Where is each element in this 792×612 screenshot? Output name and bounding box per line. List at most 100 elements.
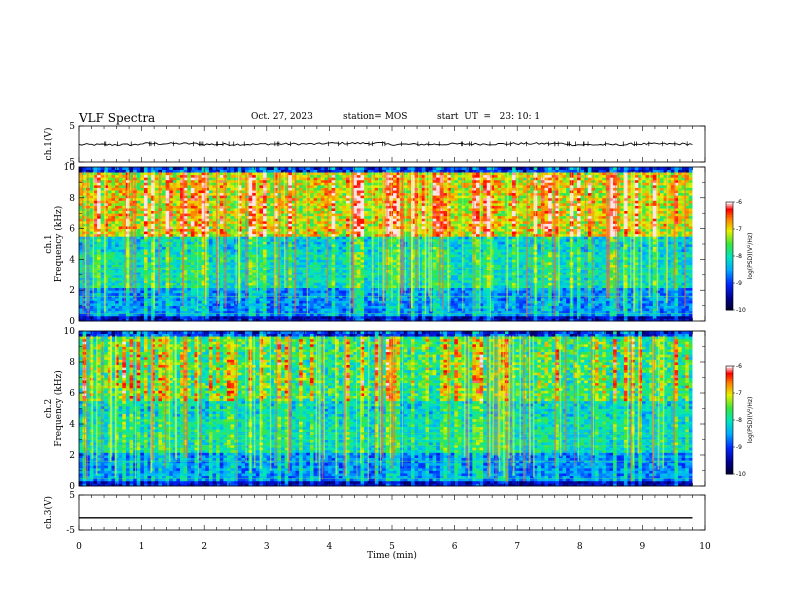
spectrogram-cell <box>360 228 365 232</box>
spectrogram-cell <box>356 274 361 278</box>
spectrogram-cell <box>241 303 246 306</box>
spectrogram-cell <box>226 241 231 245</box>
spectrogram-cell <box>346 177 351 181</box>
spectrogram-cell <box>223 318 228 322</box>
spectrogram-cell <box>328 261 333 265</box>
spectrogram-cell <box>299 246 304 250</box>
spectrogram-cell <box>320 184 325 188</box>
spectrogram-cell <box>353 213 358 217</box>
spectrogram-cell <box>169 246 174 250</box>
spectrogram-cell <box>154 261 159 265</box>
spectrogram-cell <box>259 208 264 212</box>
spectrogram-cell <box>353 282 358 286</box>
spectrogram-cell <box>349 318 354 322</box>
spectrogram-cell <box>143 190 148 194</box>
spectrogram-cell <box>284 249 289 253</box>
spectrogram-cell <box>360 272 365 276</box>
spectrogram-cell <box>118 300 123 304</box>
spectrogram-cell <box>335 208 340 212</box>
spectrogram-cell <box>154 308 159 312</box>
spectrogram-cell <box>205 200 210 204</box>
spectrogram-cell <box>320 274 325 278</box>
spectrogram-cell <box>353 292 358 296</box>
spectrogram-cell <box>194 297 199 301</box>
spectrogram-cell <box>317 313 322 317</box>
spectrogram-cell <box>281 167 286 170</box>
spectrogram-cell <box>89 226 94 229</box>
spectrogram-cell <box>194 174 199 178</box>
spectrogram-cell <box>165 169 170 173</box>
spectrogram-cell <box>270 261 275 265</box>
spectrogram-cell <box>93 261 98 265</box>
spectrogram-cell <box>147 210 152 214</box>
spectrogram-cell <box>255 192 260 196</box>
spectrogram-cell <box>125 295 130 299</box>
spectrogram-cell <box>335 261 340 265</box>
spectrogram-cell <box>364 308 369 312</box>
spectrogram-cell <box>100 174 105 178</box>
spectrogram-cell <box>342 167 347 170</box>
spectrogram-cell <box>317 246 322 250</box>
spectrogram-cell <box>198 282 203 286</box>
spectrogram-cell <box>273 220 278 224</box>
spectrogram-cell <box>190 218 195 222</box>
spectrogram-cell <box>136 295 141 299</box>
spectrogram-cell <box>302 174 307 178</box>
spectrogram-cell <box>176 256 181 260</box>
spectrogram-cell <box>230 259 235 263</box>
spectrogram-cell <box>97 231 102 235</box>
spectrogram-cell <box>288 256 293 260</box>
spectrogram-cell <box>158 259 163 263</box>
spectrogram-cell <box>172 256 177 260</box>
spectrogram-cell <box>205 246 210 250</box>
spectrogram-cell <box>212 244 217 247</box>
spectrogram-cell <box>353 231 358 235</box>
spectrogram-cell <box>208 256 213 260</box>
spectrogram-cell <box>291 210 296 214</box>
spectrogram-cell <box>295 200 300 204</box>
spectrogram-cell <box>281 297 286 301</box>
spectrogram-cell <box>169 182 174 186</box>
spectrogram-cell <box>212 251 217 255</box>
spectrogram-cell <box>360 195 365 199</box>
spectrogram-cell <box>219 172 224 176</box>
spectrogram-cell <box>367 285 372 289</box>
spectrogram-cell <box>328 272 333 276</box>
spectrogram-cell <box>198 292 203 296</box>
spectrogram-cell <box>151 287 156 291</box>
spectrogram-cell <box>324 249 329 253</box>
spectrogram-cell <box>143 277 148 281</box>
spectrogram-cell <box>281 282 286 286</box>
spectrogram-cell <box>284 200 289 204</box>
spectrogram-cell <box>208 261 213 265</box>
spectrogram-cell <box>255 290 260 294</box>
spectrogram-cell <box>237 238 242 242</box>
spectrogram-cell <box>288 218 293 222</box>
spectrogram-cell <box>320 241 325 245</box>
spectrogram-cell <box>190 192 195 196</box>
spectrogram-cell <box>263 277 268 281</box>
spectrogram-cell <box>273 300 278 304</box>
spectrogram-cell <box>252 231 257 235</box>
spectrogram-cell <box>266 249 271 253</box>
spectrogram-cell <box>198 272 203 276</box>
spectrogram-cell <box>205 272 210 276</box>
spectrogram-cell <box>324 303 329 306</box>
spectrogram-cell <box>356 177 361 181</box>
spectrogram-cell <box>299 177 304 181</box>
spectrogram-cell <box>187 300 192 304</box>
spectrogram-cell <box>353 226 358 229</box>
spectrogram-cell <box>270 305 275 309</box>
spectrogram-cell <box>353 308 358 312</box>
spectrogram-cell <box>140 205 145 209</box>
spectrogram-cell <box>176 305 181 309</box>
spectrogram-cell <box>151 285 156 289</box>
spectrogram-cell <box>140 192 145 196</box>
spectrogram-cell <box>295 246 300 250</box>
spectrogram-cell <box>353 313 358 317</box>
spectrogram-cell <box>320 190 325 194</box>
spectrogram-cell <box>190 208 195 212</box>
ch1-spectrogram-panel <box>78 166 706 322</box>
spectrogram-cell <box>281 285 286 289</box>
spectrogram-cell <box>176 259 181 263</box>
